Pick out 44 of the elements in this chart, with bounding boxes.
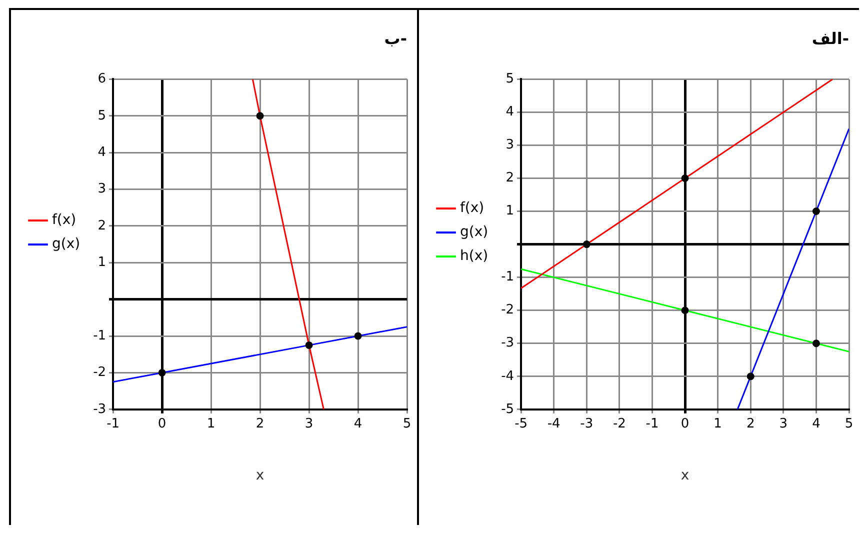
y-tick-label: 3 xyxy=(506,138,514,153)
legend-label: f(x) xyxy=(52,212,76,228)
legend-label: h(x) xyxy=(460,248,488,264)
y-tick-label: 5 xyxy=(98,108,106,124)
y-tick-label: 6 xyxy=(98,72,106,87)
x-tick-label: 3 xyxy=(779,416,788,432)
y-tick-label: 1 xyxy=(506,204,514,219)
x-tick-label: 0 xyxy=(680,416,690,432)
y-tick-label: -1 xyxy=(93,328,106,344)
x-tick-label: 1 xyxy=(714,416,722,432)
y-tick-label: -2 xyxy=(501,302,514,318)
x-tick-label: 1 xyxy=(206,416,216,432)
y-tick-label: 5 xyxy=(506,72,514,87)
chart-title: ب- xyxy=(384,28,407,48)
y-tick-label: 4 xyxy=(98,144,106,160)
y-tick-label: -1 xyxy=(501,270,514,285)
x-tick-label: -3 xyxy=(580,416,594,432)
y-tick-label: 4 xyxy=(506,104,514,120)
x-axis-title: x xyxy=(256,467,264,484)
x-tick-label: 4 xyxy=(812,416,820,432)
x-tick-label: -2 xyxy=(612,416,626,432)
x-tick-label: 2 xyxy=(746,416,755,432)
x-axis-title: x xyxy=(680,467,690,484)
x-tick-label: -4 xyxy=(547,416,560,432)
y-tick-label: -5 xyxy=(501,402,514,417)
x-tick-label: 0 xyxy=(158,416,166,432)
x-tick-label: 4 xyxy=(354,416,362,432)
x-tick-label: 3 xyxy=(304,416,314,432)
y-tick-label: -2 xyxy=(93,365,106,380)
y-tick-label: 2 xyxy=(506,170,514,186)
x-tick-label: 2 xyxy=(256,416,264,432)
chart-title: الف- xyxy=(812,28,849,48)
legend-label: g(x) xyxy=(52,236,80,252)
x-tick-label: 5 xyxy=(402,416,412,432)
y-tick-label: -3 xyxy=(501,336,514,351)
y-tick-label: -3 xyxy=(93,402,106,417)
legend-label: f(x) xyxy=(460,200,484,216)
legend-label: g(x) xyxy=(460,224,488,240)
x-tick-label: -1 xyxy=(646,416,659,432)
y-tick-label: -4 xyxy=(501,368,514,384)
y-tick-label: 2 xyxy=(98,218,106,234)
y-tick-label: 1 xyxy=(98,255,106,270)
x-tick-label: 5 xyxy=(844,416,854,432)
y-tick-label: 3 xyxy=(98,182,106,197)
